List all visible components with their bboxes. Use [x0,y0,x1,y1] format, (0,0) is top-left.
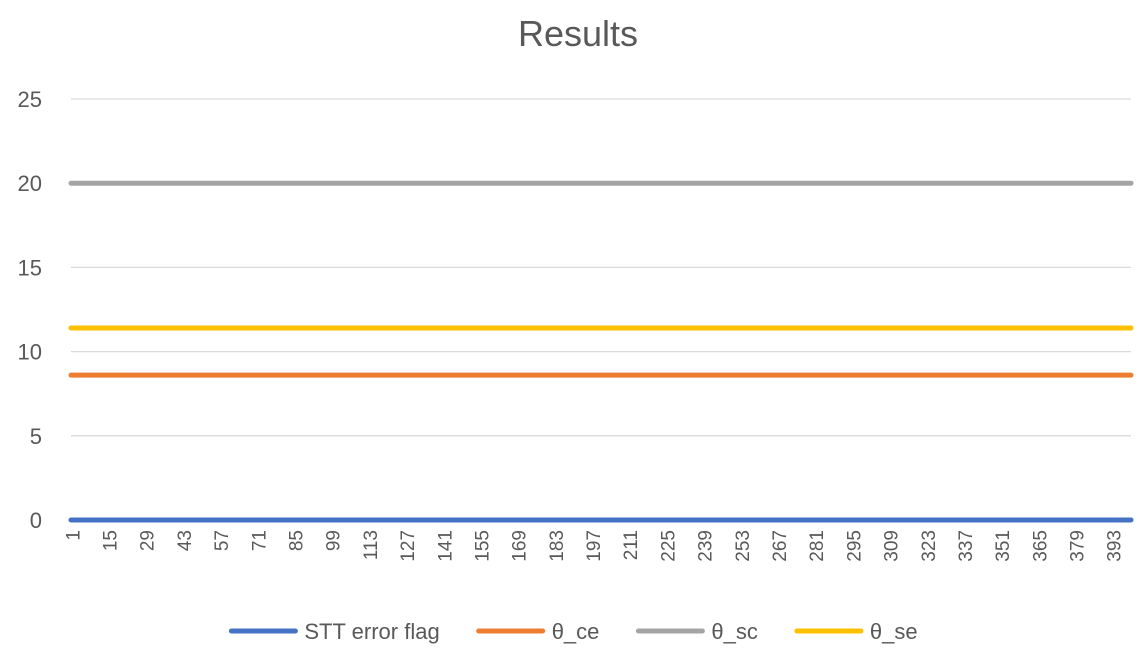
x-tick-label: 1 [63,530,84,541]
x-tick-label: 141 [435,530,456,562]
x-tick-label: 99 [324,530,345,551]
x-tick-label: 365 [1030,530,1051,562]
x-tick-label: 155 [472,530,493,562]
x-tick-label: 15 [101,530,122,551]
legend: STT error flag θ_ce θ_sc θ_se [228,619,918,644]
x-tick-label: 85 [286,530,307,551]
y-tick-label: 15 [18,255,42,280]
legend-label-3: θ_se [870,619,918,644]
x-tick-label: 379 [1068,530,1089,562]
x-tick-label: 57 [212,530,233,551]
series-lines [68,180,1134,523]
y-axis-ticks: 0 5 10 15 20 25 [18,87,42,533]
x-tick-label: 29 [138,530,159,551]
x-axis-ticks: 1 15 29 43 57 71 85 99 113 127 141 155 169 183 197 211 2… [63,530,1125,562]
x-tick-label: 183 [547,530,568,562]
x-tick-label: 295 [844,530,865,562]
x-tick-label: 393 [1105,530,1126,562]
y-tick-label: 25 [18,87,42,112]
y-tick-label: 10 [18,340,42,365]
x-tick-label: 281 [807,530,828,562]
x-tick-label: 309 [882,530,903,562]
x-tick-label: 43 [175,530,196,551]
legend-label-2: θ_sc [711,619,757,644]
x-tick-label: 351 [993,530,1014,562]
y-tick-label: 5 [30,424,42,449]
y-tick-label: 20 [18,171,42,196]
legend-label-1: θ_ce [552,619,600,644]
x-tick-label: 197 [584,530,605,562]
x-tick-label: 127 [398,530,419,562]
gridlines [71,98,1131,521]
x-tick-label: 239 [696,530,717,562]
x-tick-label: 113 [361,530,382,560]
chart-title: Results [518,13,638,54]
x-tick-label: 267 [770,530,791,562]
x-tick-label: 169 [510,530,531,562]
y-tick-label: 0 [30,508,42,533]
x-tick-label: 253 [733,530,754,562]
x-tick-label: 323 [919,530,940,562]
x-tick-label: 71 [249,530,270,551]
x-tick-label: 337 [956,530,977,562]
x-tick-label: 211 [621,530,642,560]
x-tick-label: 225 [658,530,679,562]
legend-label-0: STT error flag [304,619,439,644]
